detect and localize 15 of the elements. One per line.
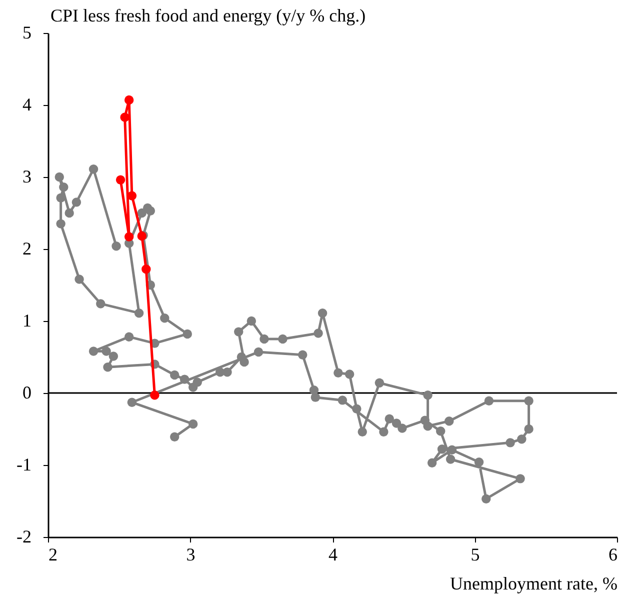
y-tick-label: -1 bbox=[16, 454, 32, 474]
y-tick-label: 5 bbox=[22, 22, 32, 42]
x-tick-label: 6 bbox=[608, 544, 618, 564]
y-tick-label: 2 bbox=[22, 238, 32, 258]
y-axis-title: CPI less fresh food and energy (y/y % chg.) bbox=[50, 6, 366, 26]
x-tick-label: 3 bbox=[186, 544, 196, 564]
x-tick-label: 2 bbox=[48, 544, 58, 564]
x-axis-title: Unemployment rate, % bbox=[450, 574, 618, 594]
y-tick-label: 1 bbox=[22, 310, 32, 330]
y-tick-label: -2 bbox=[16, 526, 32, 546]
x-tick-label: 5 bbox=[470, 544, 480, 564]
y-tick-label: 3 bbox=[22, 166, 32, 186]
y-tick-label: 4 bbox=[22, 94, 32, 114]
x-tick-label: 4 bbox=[328, 544, 338, 564]
y-tick-label: 0 bbox=[22, 382, 32, 402]
